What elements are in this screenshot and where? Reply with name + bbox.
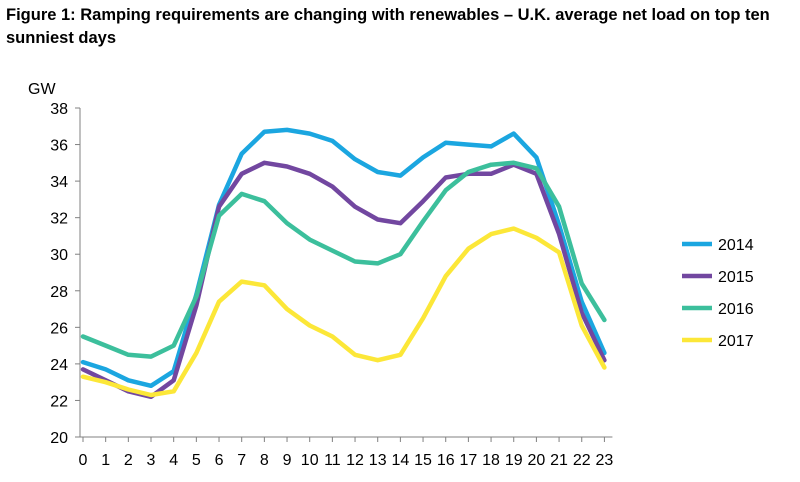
y-tick-label: 36: [50, 138, 68, 155]
x-tick-label: 3: [147, 452, 156, 469]
x-tick-label: 0: [79, 452, 88, 469]
legend-label-2014: 2014: [718, 237, 754, 254]
x-tick-label: 5: [192, 452, 201, 469]
series-line-2016: [80, 160, 607, 359]
y-axis-unit: GW: [28, 81, 56, 98]
x-tick-label: 19: [505, 452, 523, 469]
x-tick-label: 17: [459, 452, 477, 469]
legend-label-2015: 2015: [718, 269, 754, 286]
x-tick-label: 13: [369, 452, 387, 469]
y-tick-label: 32: [50, 211, 68, 228]
legend-label-2017: 2017: [718, 333, 754, 350]
x-tick-label: 7: [237, 452, 246, 469]
x-tick-label: 16: [437, 452, 455, 469]
x-tick-label: 6: [215, 452, 224, 469]
x-tick-label: 15: [414, 452, 432, 469]
series-line-2015: [80, 160, 607, 400]
series-lines: [80, 127, 607, 400]
legend-label-2016: 2016: [718, 301, 754, 318]
y-tick-label: 26: [50, 320, 68, 337]
y-tick-label: 34: [50, 174, 68, 191]
x-tick-label: 4: [169, 452, 178, 469]
x-tick-label: 8: [260, 452, 269, 469]
x-tick-label: 10: [301, 452, 319, 469]
x-tick-label: 20: [528, 452, 546, 469]
y-tick-label: 30: [50, 247, 68, 264]
x-tick-label: 23: [596, 452, 614, 469]
x-tick-label: 18: [482, 452, 500, 469]
x-tick-label: 9: [283, 452, 292, 469]
y-tick-label: 28: [50, 284, 68, 301]
x-tick-label: 12: [346, 452, 364, 469]
x-tick-label: 11: [324, 452, 341, 469]
y-tick-label: 22: [50, 393, 68, 410]
x-tick-label: 21: [550, 452, 568, 469]
legend: 2014 2015 2016 2017: [682, 237, 754, 350]
y-tick-label: 24: [50, 357, 68, 374]
x-tick-label: 14: [391, 452, 409, 469]
x-tick-label: 22: [573, 452, 591, 469]
x-tick-label: 1: [101, 452, 110, 469]
y-tick-label: 38: [50, 101, 68, 118]
chart-title: Figure 1: Ramping requirements are chang…: [6, 6, 770, 47]
series-line-2017: [80, 226, 607, 398]
x-tick-label: 2: [124, 452, 133, 469]
series-line-2014: [80, 127, 607, 389]
y-tick-label: 20: [50, 430, 68, 447]
